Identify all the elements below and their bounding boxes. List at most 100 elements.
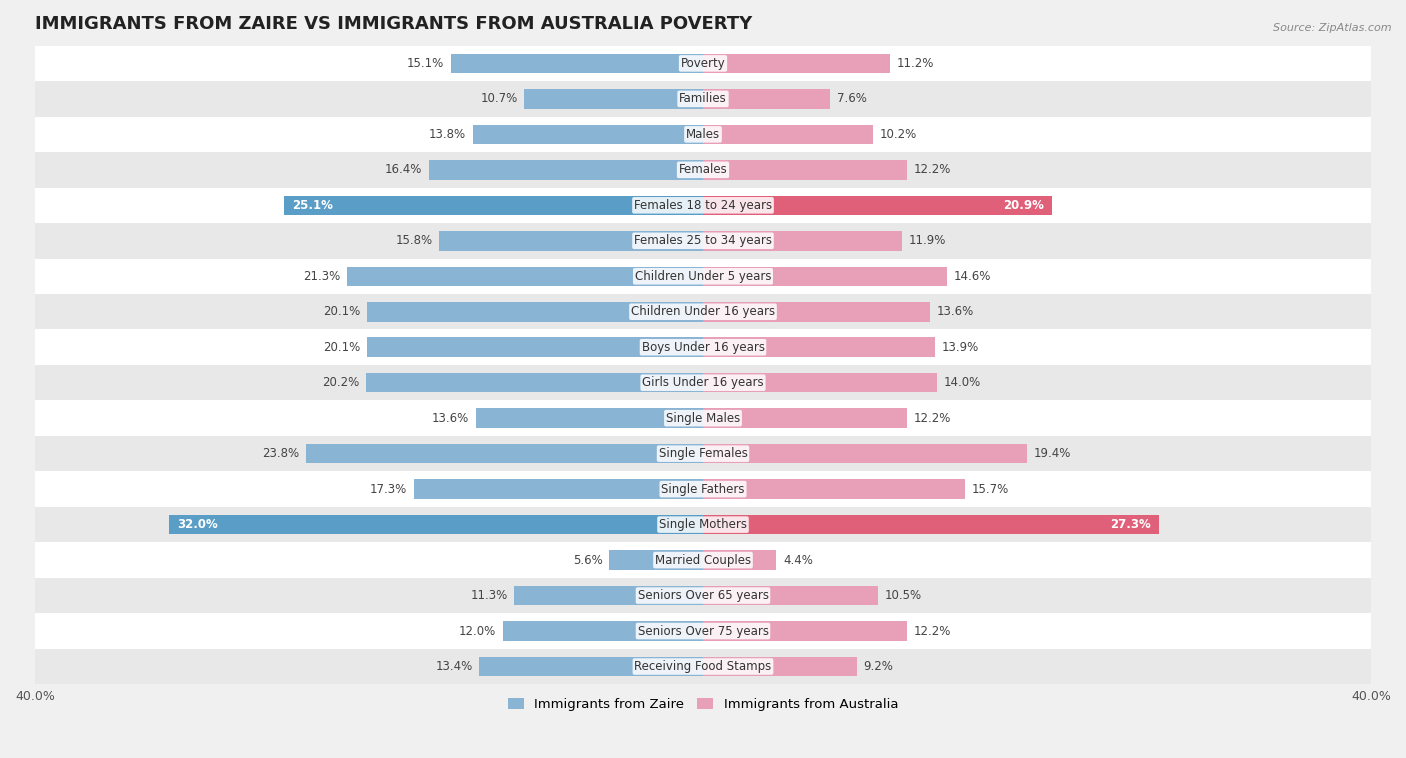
Bar	[502, 622, 703, 641]
Text: 21.3%: 21.3%	[304, 270, 340, 283]
Text: Seniors Over 75 years: Seniors Over 75 years	[637, 625, 769, 637]
Text: 14.6%: 14.6%	[953, 270, 991, 283]
Text: Females 25 to 34 years: Females 25 to 34 years	[634, 234, 772, 247]
Text: 15.8%: 15.8%	[395, 234, 433, 247]
Text: Married Couples: Married Couples	[655, 553, 751, 566]
Bar	[703, 515, 1159, 534]
Bar	[524, 89, 703, 108]
Text: 19.4%: 19.4%	[1033, 447, 1071, 460]
Text: 25.1%: 25.1%	[292, 199, 333, 211]
Text: Girls Under 16 years: Girls Under 16 years	[643, 376, 763, 389]
Text: Source: ZipAtlas.com: Source: ZipAtlas.com	[1274, 23, 1392, 33]
Bar	[35, 649, 1371, 684]
Legend: Immigrants from Zaire, Immigrants from Australia: Immigrants from Zaire, Immigrants from A…	[502, 692, 904, 716]
Text: Single Fathers: Single Fathers	[661, 483, 745, 496]
Bar	[515, 586, 703, 606]
Bar	[703, 409, 907, 428]
Bar	[703, 550, 776, 570]
Text: 4.4%: 4.4%	[783, 553, 813, 566]
Text: Receiving Food Stamps: Receiving Food Stamps	[634, 660, 772, 673]
Bar	[35, 507, 1371, 542]
Text: Children Under 5 years: Children Under 5 years	[634, 270, 772, 283]
Text: 11.9%: 11.9%	[908, 234, 946, 247]
Bar	[703, 302, 931, 321]
Bar	[703, 196, 1052, 215]
Text: 10.5%: 10.5%	[884, 589, 922, 602]
Text: 13.6%: 13.6%	[432, 412, 470, 424]
Bar	[35, 400, 1371, 436]
Text: 12.2%: 12.2%	[914, 625, 950, 637]
Text: 17.3%: 17.3%	[370, 483, 408, 496]
Bar	[347, 267, 703, 286]
Bar	[703, 267, 946, 286]
Bar	[35, 294, 1371, 330]
Text: 9.2%: 9.2%	[863, 660, 893, 673]
Text: 20.2%: 20.2%	[322, 376, 359, 389]
Bar	[35, 330, 1371, 365]
Bar	[35, 117, 1371, 152]
Text: Single Females: Single Females	[658, 447, 748, 460]
Bar	[472, 124, 703, 144]
Text: 10.7%: 10.7%	[481, 92, 517, 105]
Text: 12.2%: 12.2%	[914, 412, 950, 424]
Text: 12.0%: 12.0%	[458, 625, 496, 637]
Text: Poverty: Poverty	[681, 57, 725, 70]
Bar	[479, 656, 703, 676]
Bar	[703, 160, 907, 180]
Text: 15.7%: 15.7%	[972, 483, 1010, 496]
Text: 20.9%: 20.9%	[1002, 199, 1043, 211]
Text: 32.0%: 32.0%	[177, 518, 218, 531]
Bar	[475, 409, 703, 428]
Bar	[703, 54, 890, 74]
Bar	[35, 258, 1371, 294]
Text: 10.2%: 10.2%	[880, 128, 917, 141]
Bar	[35, 45, 1371, 81]
Bar	[366, 373, 703, 393]
Bar	[305, 444, 703, 463]
Bar	[703, 231, 901, 251]
Bar	[35, 81, 1371, 117]
Bar	[609, 550, 703, 570]
Text: 15.1%: 15.1%	[406, 57, 444, 70]
Text: Seniors Over 65 years: Seniors Over 65 years	[637, 589, 769, 602]
Bar	[367, 302, 703, 321]
Text: Boys Under 16 years: Boys Under 16 years	[641, 341, 765, 354]
Text: IMMIGRANTS FROM ZAIRE VS IMMIGRANTS FROM AUSTRALIA POVERTY: IMMIGRANTS FROM ZAIRE VS IMMIGRANTS FROM…	[35, 15, 752, 33]
Bar	[439, 231, 703, 251]
Text: Females: Females	[679, 163, 727, 177]
Text: 11.2%: 11.2%	[897, 57, 934, 70]
Bar	[35, 542, 1371, 578]
Text: Single Mothers: Single Mothers	[659, 518, 747, 531]
Text: 5.6%: 5.6%	[574, 553, 603, 566]
Bar	[703, 337, 935, 357]
Bar	[367, 337, 703, 357]
Bar	[703, 586, 879, 606]
Text: 7.6%: 7.6%	[837, 92, 866, 105]
Bar	[35, 152, 1371, 187]
Text: 20.1%: 20.1%	[323, 341, 360, 354]
Bar	[35, 471, 1371, 507]
Bar	[703, 124, 873, 144]
Text: Males: Males	[686, 128, 720, 141]
Bar	[35, 223, 1371, 258]
Bar	[35, 365, 1371, 400]
Bar	[169, 515, 703, 534]
Text: 13.8%: 13.8%	[429, 128, 465, 141]
Bar	[413, 479, 703, 499]
Text: Families: Families	[679, 92, 727, 105]
Bar	[703, 622, 907, 641]
Bar	[35, 613, 1371, 649]
Bar	[703, 479, 965, 499]
Text: Children Under 16 years: Children Under 16 years	[631, 305, 775, 318]
Text: Single Males: Single Males	[666, 412, 740, 424]
Text: 20.1%: 20.1%	[323, 305, 360, 318]
Text: 27.3%: 27.3%	[1109, 518, 1150, 531]
Text: 23.8%: 23.8%	[262, 447, 299, 460]
Bar	[429, 160, 703, 180]
Bar	[703, 444, 1026, 463]
Bar	[451, 54, 703, 74]
Text: 16.4%: 16.4%	[385, 163, 422, 177]
Text: 13.9%: 13.9%	[942, 341, 979, 354]
Bar	[703, 373, 936, 393]
Text: Females 18 to 24 years: Females 18 to 24 years	[634, 199, 772, 211]
